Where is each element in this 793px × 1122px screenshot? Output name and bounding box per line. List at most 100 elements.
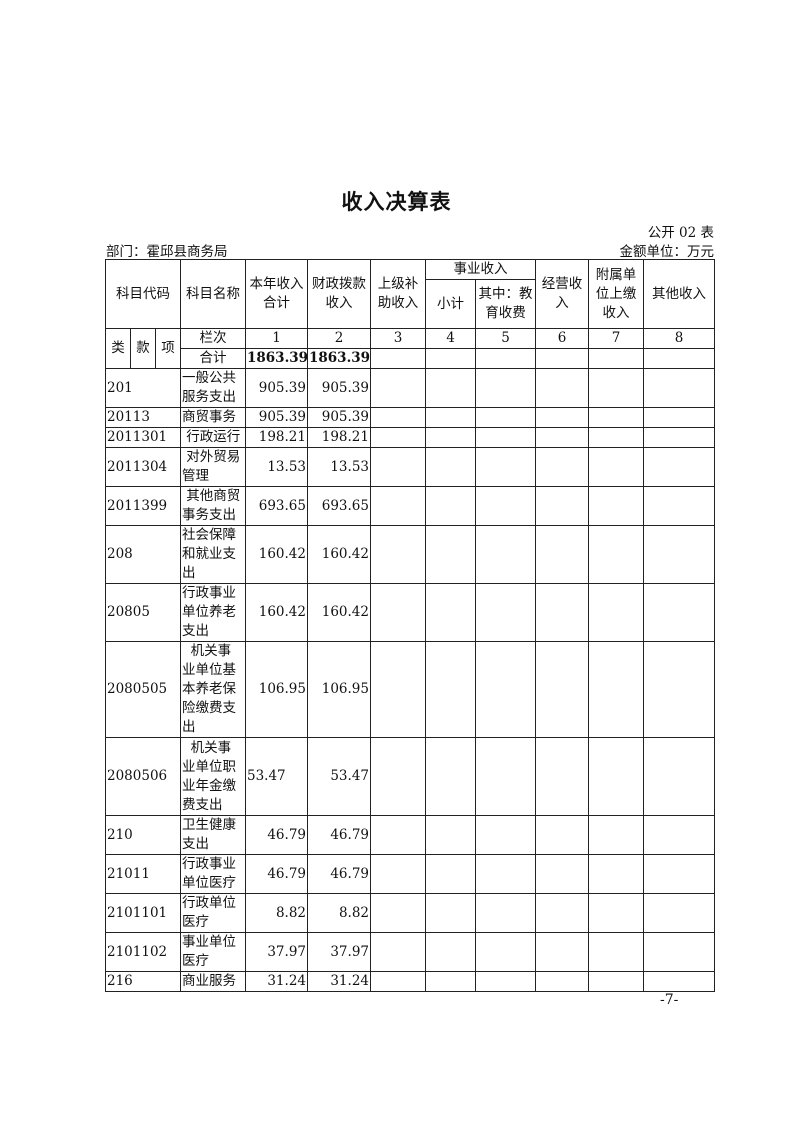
row-value: 37.97 xyxy=(307,932,371,972)
row-value xyxy=(475,583,536,642)
row-value xyxy=(370,932,426,972)
header-education: 其中：教育收费 xyxy=(475,279,536,329)
department-label: 部门：霍邱县商务局 xyxy=(106,244,228,260)
row-name: 商贸事务 xyxy=(180,407,246,428)
total-value xyxy=(370,348,426,369)
row-name: 行政事业单位养老支出 xyxy=(180,583,246,642)
table-row: 208 社会保障和就业支出 160.42 160.42 xyxy=(105,525,715,584)
row-value: 198.21 xyxy=(245,427,308,448)
row-value: 46.79 xyxy=(245,854,308,894)
row-value xyxy=(425,368,476,408)
table-row: 20805 行政事业单位养老支出 160.42 160.42 xyxy=(105,583,715,642)
row-value xyxy=(425,447,476,487)
column-number: 6 xyxy=(535,328,589,349)
row-name: 事业单位医疗 xyxy=(180,932,246,972)
row-value xyxy=(643,407,715,428)
row-value xyxy=(370,854,426,894)
row-code: 2101102 xyxy=(105,932,181,972)
row-value: 160.42 xyxy=(245,583,308,642)
row-value xyxy=(643,854,715,894)
row-value xyxy=(425,893,476,933)
row-value: 8.82 xyxy=(245,893,308,933)
row-value xyxy=(588,893,644,933)
row-value xyxy=(370,427,426,448)
header-business-group: 事业收入 xyxy=(425,259,536,280)
row-value xyxy=(643,893,715,933)
row-name: 社会保障和就业支出 xyxy=(180,525,246,584)
table-number: 公开 02 表 xyxy=(647,225,714,241)
row-value xyxy=(370,815,426,855)
header-lanci: 栏次 xyxy=(180,328,246,349)
row-code: 2080505 xyxy=(105,641,181,738)
table-row: 21011 行政事业单位医疗 46.79 46.79 xyxy=(105,854,715,894)
row-value xyxy=(475,427,536,448)
header-operating: 经营收入 xyxy=(535,259,589,329)
row-value: 198.21 xyxy=(307,427,371,448)
row-value: 31.24 xyxy=(307,971,371,992)
row-value xyxy=(535,486,589,526)
header-total: 本年收入合计 xyxy=(245,259,308,329)
row-value: 160.42 xyxy=(245,525,308,584)
row-value xyxy=(370,971,426,992)
table-row: 201 一般公共服务支出 905.39 905.39 xyxy=(105,368,715,408)
table-row: 2080506 机关事业单位职业年金缴费支出 53.47 53.47 xyxy=(105,737,715,816)
row-value: 106.95 xyxy=(307,641,371,738)
row-name: 商业服务 xyxy=(180,971,246,992)
row-value xyxy=(475,971,536,992)
row-code: 21011 xyxy=(105,854,181,894)
row-value xyxy=(370,893,426,933)
row-name: 行政事业单位医疗 xyxy=(180,854,246,894)
row-value xyxy=(370,368,426,408)
row-value xyxy=(425,407,476,428)
total-value: 1863.39 xyxy=(307,348,371,369)
row-value xyxy=(425,641,476,738)
row-value xyxy=(643,427,715,448)
column-number: 3 xyxy=(370,328,426,349)
row-value: 46.79 xyxy=(307,815,371,855)
row-value xyxy=(475,737,536,816)
row-value xyxy=(535,737,589,816)
row-value xyxy=(425,932,476,972)
row-value xyxy=(588,641,644,738)
total-value xyxy=(643,348,715,369)
row-value xyxy=(535,407,589,428)
row-value xyxy=(588,854,644,894)
header-affiliated: 附属单位上缴收入 xyxy=(588,259,644,329)
row-value xyxy=(588,583,644,642)
row-value xyxy=(475,893,536,933)
header-name: 科目名称 xyxy=(180,259,246,329)
row-value xyxy=(475,407,536,428)
row-value xyxy=(588,486,644,526)
row-value: 8.82 xyxy=(307,893,371,933)
row-name: 一般公共服务支出 xyxy=(180,368,246,408)
row-value xyxy=(643,583,715,642)
row-code: 2080506 xyxy=(105,737,181,816)
row-value: 693.65 xyxy=(245,486,308,526)
column-number: 1 xyxy=(245,328,308,349)
row-value xyxy=(370,583,426,642)
row-name: 机关事业单位职业年金缴费支出 xyxy=(180,737,246,816)
row-value xyxy=(535,427,589,448)
row-value xyxy=(643,368,715,408)
row-code: 2011304 xyxy=(105,447,181,487)
header-xiang: 项 xyxy=(155,328,181,369)
row-name: 行政运行 xyxy=(180,427,246,448)
row-value: 46.79 xyxy=(307,854,371,894)
header-superior: 上级补助收入 xyxy=(370,259,426,329)
header-code: 科目代码 xyxy=(105,259,181,329)
total-value xyxy=(535,348,589,369)
row-value xyxy=(643,641,715,738)
row-value: 53.47 xyxy=(245,737,308,816)
row-code: 216 xyxy=(105,971,181,992)
row-value xyxy=(588,971,644,992)
row-value xyxy=(370,486,426,526)
unit-label: 金额单位：万元 xyxy=(619,244,715,260)
row-value: 13.53 xyxy=(307,447,371,487)
table-row: 2011304 对外贸易管理 13.53 13.53 xyxy=(105,447,715,487)
row-value: 106.95 xyxy=(245,641,308,738)
row-name: 行政单位医疗 xyxy=(180,893,246,933)
row-code: 208 xyxy=(105,525,181,584)
table-row: 2101101 行政单位医疗 8.82 8.82 xyxy=(105,893,715,933)
column-number: 7 xyxy=(588,328,644,349)
row-value: 905.39 xyxy=(245,407,308,428)
